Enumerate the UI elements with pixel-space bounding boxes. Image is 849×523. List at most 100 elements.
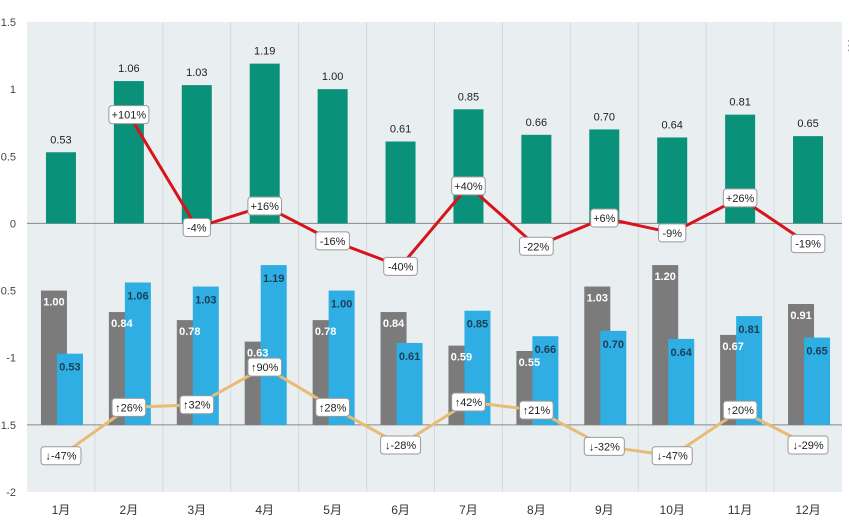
blue-bar-label: 0.61 — [399, 351, 420, 363]
gray-bar-label: 1.00 — [43, 297, 64, 309]
labels: 0.53 1.06 1.03 1.19 1.00 0.61 0.85 0.66 0.70 0.64… — [40, 46, 829, 466]
top-line-box — [658, 223, 687, 243]
gray-bar-label: 0.78 — [315, 326, 336, 338]
bottom-line-label: ↑42% — [455, 397, 483, 409]
top-bar — [657, 137, 688, 224]
top-bar-label: 0.81 — [729, 97, 750, 109]
blue-bar-label: 1.03 — [195, 295, 216, 307]
blue-bar-label: 0.70 — [603, 339, 624, 351]
blue-bar-label: 0.81 — [738, 324, 759, 336]
bottom-line-box — [111, 397, 147, 417]
top-line-label: -9% — [662, 228, 682, 240]
top-bar-label: 0.64 — [661, 119, 682, 131]
x-tick-label: 1月 — [52, 503, 71, 517]
top-line-label: -4% — [187, 222, 207, 234]
top-line-box — [182, 217, 211, 237]
bottom-line-box — [247, 357, 283, 377]
gray-bar-label: 0.63 — [247, 348, 268, 360]
gray-bar-label: 0.84 — [383, 318, 405, 330]
bottom-line-label: ↑20% — [726, 405, 754, 417]
top-bar — [453, 109, 484, 224]
top-bar-label: 0.85 — [458, 91, 479, 103]
blue-bar-label: 0.65 — [806, 346, 827, 358]
top-line-label: -19% — [795, 239, 821, 251]
blue-bar-label: 1.00 — [331, 299, 352, 311]
y-tick-label: -0.5 — [0, 286, 16, 298]
top-bar-label: 0.61 — [390, 124, 411, 136]
x-tick-label: 3月 — [187, 503, 206, 517]
bottom-line-label: ↑26% — [115, 402, 143, 414]
blue-bar-label: 0.66 — [535, 344, 556, 356]
x-tick-label: 11月 — [728, 503, 752, 517]
top-bar — [113, 81, 144, 224]
top-line-label: -16% — [320, 236, 346, 248]
top-bar-label: 0.70 — [594, 111, 615, 123]
more-dots-icon: ⋮ — [842, 37, 849, 53]
x-axis: 1月 2月 3月 4月 5月 6月 7月 8月 9月 10月 11月 12月 — [52, 503, 821, 517]
top-line-label: +40% — [454, 181, 483, 193]
y-tick-label: -1.5 — [0, 420, 16, 432]
top-line-box — [383, 256, 418, 276]
bottom-line-box — [519, 400, 554, 420]
x-tick-label: 6月 — [391, 503, 410, 517]
top-bar-label: 0.65 — [797, 118, 818, 130]
gray-bar-label: 0.91 — [790, 310, 811, 322]
gray-bar-label: 0.59 — [451, 352, 472, 364]
gray-bar-label: 0.67 — [722, 341, 743, 353]
blue-bar — [56, 353, 83, 425]
top-bar-label: 0.53 — [50, 134, 71, 146]
x-tick-label: 10月 — [660, 503, 685, 517]
bottom-line-label: ↓-29% — [792, 440, 823, 452]
gray-bar-label: 1.03 — [587, 293, 608, 305]
bottom-line-label: ↑28% — [319, 402, 347, 414]
bottom-line-box — [451, 392, 486, 412]
gray-bar-label: 1.20 — [654, 271, 675, 283]
bottom-line-box — [787, 435, 829, 455]
bottom-line-box — [722, 400, 758, 420]
top-bar-label: 1.00 — [322, 71, 343, 83]
bottom-line-label: ↑21% — [523, 405, 551, 417]
bottom-line-label: ↑32% — [183, 400, 211, 412]
top-line-label: +6% — [593, 213, 616, 225]
y-tick-label: -2 — [6, 487, 16, 499]
top-bar — [589, 129, 620, 224]
top-line-label: -40% — [388, 261, 414, 273]
blue-bar-label: 0.85 — [467, 319, 488, 331]
blue-bar-label: 1.06 — [127, 291, 148, 303]
top-bar — [45, 152, 76, 224]
y-tick-label: 1 — [10, 84, 16, 96]
blue-bar — [668, 338, 695, 425]
x-tick-label: 12月 — [795, 503, 820, 517]
x-tick-label: 9月 — [595, 503, 614, 517]
blue-bar-label: 1.19 — [263, 273, 284, 285]
x-tick-label: 2月 — [120, 503, 139, 517]
blue-bar-label: 0.53 — [59, 362, 80, 374]
bottom-line-box — [380, 435, 422, 455]
top-bar — [793, 136, 824, 224]
grid — [27, 22, 842, 492]
blue-bar — [804, 337, 831, 425]
bottom-line-box — [651, 446, 693, 466]
blue-bar-label: 0.64 — [670, 347, 692, 359]
bottom-line-label: ↓-32% — [589, 441, 620, 453]
bottom-line-box — [179, 395, 215, 415]
bottom-line-label: ↑90% — [251, 362, 279, 374]
blue-bar — [260, 265, 287, 425]
top-bar — [385, 141, 416, 224]
top-line-box — [519, 236, 554, 256]
bottom-line-box — [583, 436, 625, 456]
x-tick-label: 8月 — [527, 503, 546, 517]
bottom-line-box — [315, 397, 350, 417]
top-line-box — [247, 196, 283, 216]
top-bar-label: 1.06 — [118, 63, 139, 75]
y-tick-label: 0.5 — [1, 151, 16, 163]
top-bar — [317, 89, 348, 224]
top-line-box — [451, 176, 486, 196]
top-bar-label: 1.19 — [254, 46, 275, 58]
top-bar — [521, 134, 552, 224]
top-line-box — [590, 208, 619, 228]
y-tick-label: -1 — [6, 353, 16, 365]
blue-bar — [600, 330, 627, 425]
y-tick-label: 0 — [10, 218, 16, 230]
